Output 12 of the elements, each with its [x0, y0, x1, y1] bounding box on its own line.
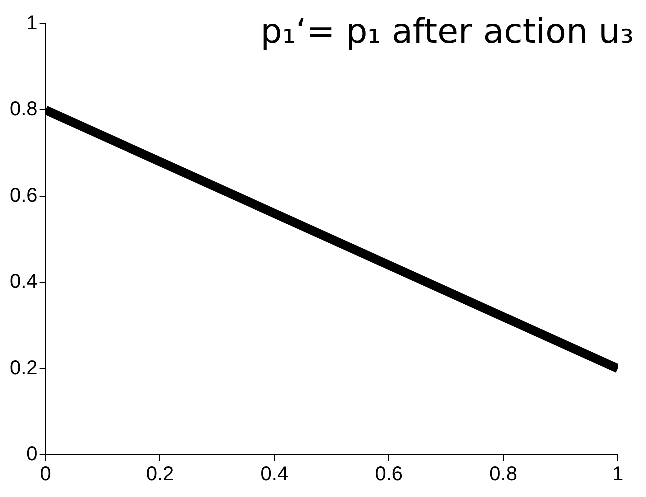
x-tick-label: 0.8: [490, 464, 518, 486]
y-tick-label: 0.4: [10, 271, 38, 294]
y-tick-label: 0.2: [10, 357, 38, 380]
x-tick-label: 0.4: [260, 464, 289, 486]
x-tick-label: 0.6: [375, 464, 404, 486]
y-tick-label: 0.6: [10, 184, 38, 207]
x-tick-label: 0.2: [146, 464, 174, 486]
y-tick-label: 1: [26, 12, 38, 35]
chart-title: p₁‘= p₁ after action u₃: [260, 12, 634, 52]
y-tick-label: 0: [26, 444, 38, 466]
y-tick-label: 0.8: [10, 98, 38, 121]
x-tick-label: 1: [612, 464, 624, 486]
